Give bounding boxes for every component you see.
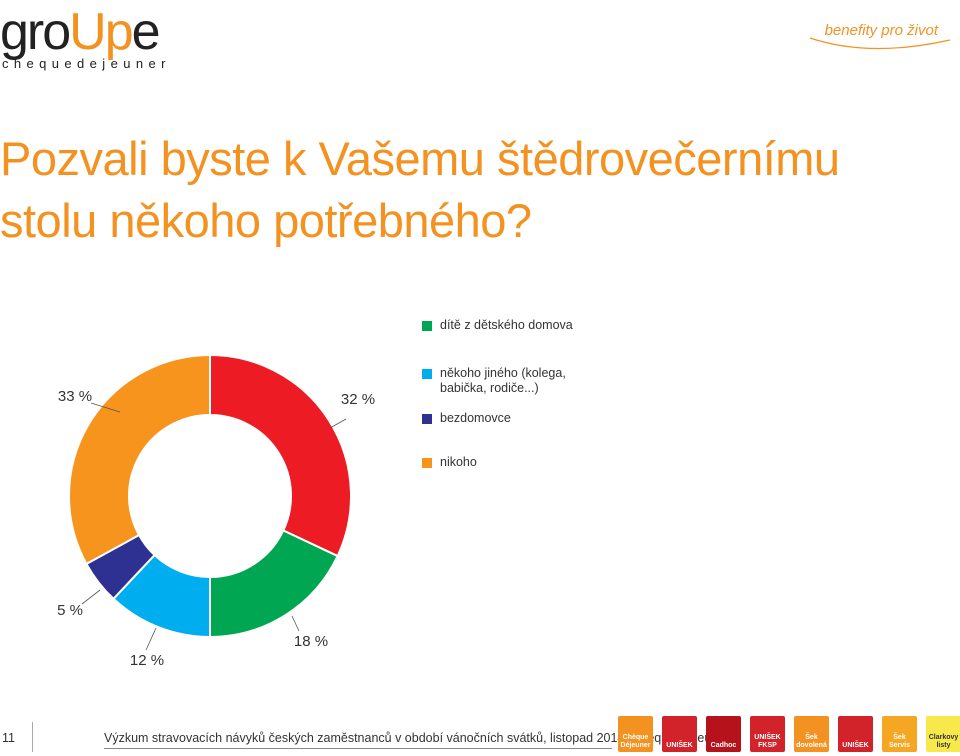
brand-logos: Chèque Déjeuner UNIŠEK Cadhoc UNIŠEK FKS… bbox=[618, 716, 960, 754]
data-label-leader bbox=[291, 615, 300, 632]
data-label: 33 % bbox=[58, 388, 92, 405]
title-line-2: stolu někoho potřebného? bbox=[0, 194, 532, 247]
brand-logo: UNIŠEK bbox=[662, 716, 697, 752]
page-divider bbox=[32, 722, 33, 752]
data-label-leader bbox=[145, 627, 157, 651]
brand-logo: UNIŠEK bbox=[838, 716, 873, 752]
title-line-1: Pozvali byste k Vašemu štědrovečernímu bbox=[0, 132, 840, 185]
data-label-leader bbox=[90, 402, 121, 413]
brand-logo: Šek dovolená bbox=[794, 716, 829, 752]
legend-label: někoho jiného (kolega, babička, rodiče..… bbox=[440, 366, 566, 395]
legend-label: nikoho bbox=[440, 455, 477, 469]
footer-underline bbox=[104, 748, 612, 749]
data-label: 5 % bbox=[57, 602, 83, 619]
legend-swatch bbox=[422, 458, 432, 468]
logo-subtitle: chequedejeuner bbox=[2, 56, 171, 71]
tagline-text: benefity pro život bbox=[824, 22, 938, 39]
data-label-leader bbox=[81, 589, 101, 605]
data-label-leader bbox=[329, 418, 347, 429]
brand-logo: UNIŠEK FKSP bbox=[750, 716, 785, 752]
tagline: benefity pro život bbox=[800, 8, 960, 58]
page-title: Pozvali byste k Vašemu štědrovečernímu s… bbox=[0, 128, 960, 252]
legend-swatch bbox=[422, 321, 432, 331]
brand-logo: Šek Servis bbox=[882, 716, 917, 752]
legend-swatch bbox=[422, 369, 432, 379]
brand-logo: Chèque Déjeuner bbox=[618, 716, 653, 752]
logo: groUpe chequedejeuner bbox=[0, 4, 170, 74]
legend-swatch bbox=[422, 414, 432, 424]
brand-logo: Clarkovy listy bbox=[926, 716, 960, 752]
page-number: 11 bbox=[2, 731, 15, 745]
logo-wordmark: groUpe bbox=[0, 3, 161, 61]
data-label: 32 % bbox=[341, 391, 375, 408]
legend-label: bezdomovce bbox=[440, 411, 511, 425]
donut-slice bbox=[209, 353, 352, 558]
data-label: 12 % bbox=[130, 652, 164, 669]
donut-slice bbox=[209, 529, 339, 639]
data-label: 18 % bbox=[294, 633, 328, 650]
donut-slice bbox=[68, 353, 211, 566]
donut-chart: 32 % 18 % 12 % 5 % 33 % bbox=[57, 353, 375, 669]
tagline-swoosh-icon bbox=[809, 37, 951, 50]
source-note: Výzkum stravovacích návyků českých zaměs… bbox=[104, 731, 730, 745]
brand-logo: Cadhoc bbox=[706, 716, 741, 752]
legend-label: dítě z dětského domova bbox=[440, 318, 573, 332]
